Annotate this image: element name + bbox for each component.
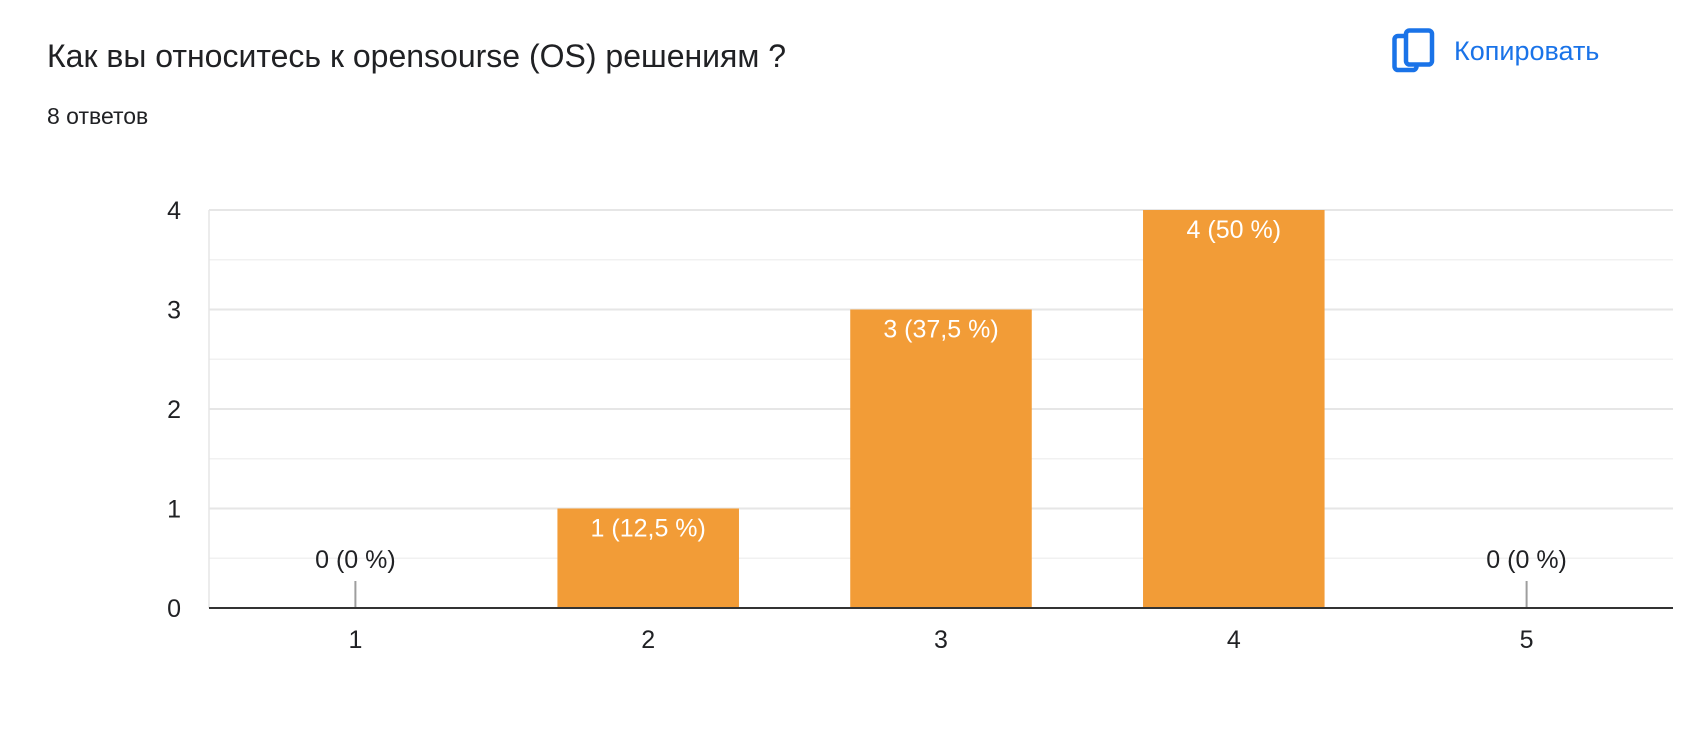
y-tick-labels: 0 1 2 3 4 [167, 197, 181, 623]
data-label: 0 (0 %) [315, 546, 396, 574]
copy-button[interactable]: Копировать [1386, 26, 1605, 76]
question-title: Как вы относитесь к opensourse (OS) реше… [47, 38, 787, 74]
data-labels: 0 (0 %) 1 (12,5 %) 3 (37,5 %) 4 (50 %) 0 (0 … [315, 216, 1567, 574]
bar [557, 508, 739, 608]
x-tick-label: 1 [348, 626, 362, 654]
y-tick-label: 3 [167, 297, 181, 325]
zero-markers [354, 581, 1528, 608]
bar [850, 309, 1032, 608]
response-count: 8 ответов [47, 103, 149, 129]
bars [557, 210, 1325, 608]
x-tick-label: 3 [934, 626, 948, 654]
y-tick-label: 1 [167, 496, 181, 524]
y-tick-label: 2 [167, 396, 181, 424]
data-label: 1 (12,5 %) [591, 515, 706, 543]
data-label: 3 (37,5 %) [883, 316, 998, 344]
x-tick-label: 5 [1520, 626, 1534, 654]
x-tick-label: 2 [641, 626, 655, 654]
y-tick-label: 0 [167, 595, 181, 623]
data-label: 4 (50 %) [1187, 216, 1281, 244]
copy-label: Копировать [1454, 36, 1600, 66]
x-tick-label: 4 [1227, 626, 1241, 654]
y-tick-label: 4 [167, 197, 181, 225]
bar [1143, 210, 1325, 608]
copy-icon [1392, 28, 1435, 73]
x-tick-labels: 1 2 3 4 5 [348, 626, 1533, 654]
data-label: 0 (0 %) [1486, 546, 1567, 574]
